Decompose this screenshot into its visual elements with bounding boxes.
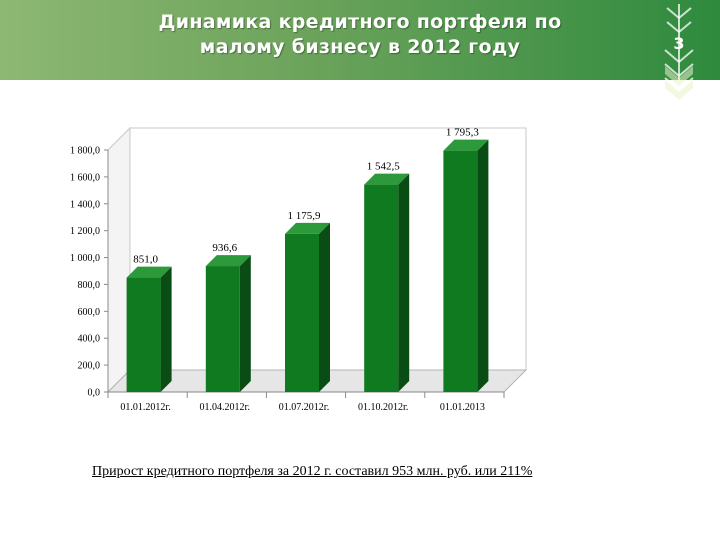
wheat-icon bbox=[664, 4, 694, 116]
bar-top bbox=[285, 222, 330, 234]
y-tick-label: 0,0 bbox=[88, 388, 101, 399]
bar-top bbox=[205, 255, 251, 267]
header-banner bbox=[0, 0, 720, 80]
y-tick-label: 1 800,0 bbox=[70, 146, 100, 157]
x-tick-label: 01.01.2013 bbox=[440, 402, 485, 413]
bar-value-label: 1 795,3 bbox=[446, 127, 480, 139]
bar-side bbox=[160, 266, 172, 392]
x-tick-label: 01.10.2012г. bbox=[358, 402, 408, 413]
bar-top bbox=[443, 139, 489, 151]
bar-value-label: 1 542,5 bbox=[367, 161, 401, 173]
y-tick-label: 400,0 bbox=[78, 334, 101, 345]
page-number: 3 bbox=[673, 34, 685, 53]
bar-side bbox=[398, 173, 410, 392]
y-tick-label: 600,0 bbox=[78, 307, 101, 318]
y-tick-label: 200,0 bbox=[78, 361, 101, 372]
bar bbox=[364, 184, 399, 392]
bar bbox=[285, 233, 319, 392]
bar-chart: 0,0 200,0 400,0 600,0 800,0 1 000,0 1 200,0 1 4… bbox=[70, 127, 528, 413]
y-tick-label: 1 200,0 bbox=[70, 226, 100, 237]
x-tick-label: 01.01.2012г. bbox=[120, 402, 170, 413]
x-tick-label: 01.04.2012г. bbox=[200, 402, 250, 413]
bar bbox=[126, 277, 161, 392]
x-tick-label: 01.07.2012г. bbox=[279, 402, 329, 413]
bar-value-label: 936,6 bbox=[212, 242, 237, 254]
y-tick-label: 1 600,0 bbox=[70, 172, 100, 183]
title-line-2: малому бизнесу в 2012 году bbox=[199, 36, 521, 58]
y-tick-label: 1 400,0 bbox=[70, 199, 100, 210]
bar-top bbox=[364, 173, 410, 185]
caption-text: Прирост кредитного портфеля за 2012 г. с… bbox=[92, 464, 533, 479]
bar-side bbox=[477, 139, 489, 392]
bar-side bbox=[319, 222, 330, 392]
title-line-1: Динамика кредитного портфеля по bbox=[158, 11, 562, 33]
y-tick-label: 800,0 bbox=[78, 280, 101, 291]
bar-side bbox=[239, 255, 251, 392]
bar-value-label: 1 175,9 bbox=[288, 210, 322, 222]
bar bbox=[205, 266, 240, 392]
bar-value-label: 851,0 bbox=[133, 254, 158, 266]
slide-title: Динамика кредитного портфеля по малому б… bbox=[120, 10, 600, 60]
bar-top bbox=[126, 266, 172, 278]
bar bbox=[443, 150, 478, 392]
y-tick-label: 1 000,0 bbox=[70, 253, 100, 264]
